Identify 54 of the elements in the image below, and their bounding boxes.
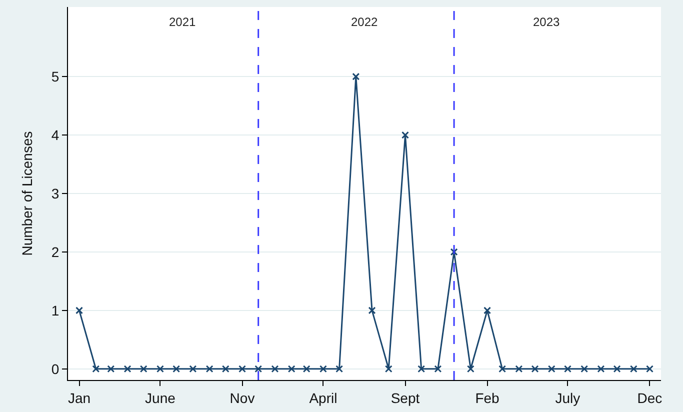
point — [384, 365, 392, 373]
x-tick-label: Sept — [390, 390, 420, 406]
point — [92, 365, 100, 373]
y-axis-title: Number of Licenses — [19, 131, 36, 256]
point — [107, 365, 115, 373]
point — [564, 365, 572, 373]
point — [434, 365, 442, 373]
x-tick-label: Nov — [230, 390, 255, 406]
point — [302, 365, 310, 373]
point — [189, 365, 197, 373]
point — [368, 306, 376, 314]
annotation: 2023 — [533, 15, 560, 29]
point — [238, 365, 246, 373]
point — [140, 365, 148, 373]
y-tick-label: 1 — [51, 302, 60, 318]
y-tick-label: 0 — [51, 360, 60, 377]
point — [630, 365, 638, 373]
point — [466, 365, 474, 373]
x-tick-label: Feb — [475, 390, 500, 406]
y-tick-label: 4 — [51, 126, 60, 143]
point — [597, 365, 605, 373]
point — [580, 365, 588, 373]
annotation: 2021 — [169, 15, 196, 29]
x-tick-label: April — [309, 390, 338, 406]
point — [222, 365, 230, 373]
y-tick-label: 2 — [51, 244, 60, 260]
point — [124, 365, 132, 373]
point — [156, 365, 164, 373]
point — [76, 306, 84, 314]
point — [172, 365, 180, 373]
point — [271, 365, 279, 373]
point — [484, 306, 492, 314]
x-tick-label: June — [145, 390, 176, 406]
x-tick-label: July — [555, 390, 580, 406]
point — [450, 248, 458, 256]
x-tick-label: Dec — [637, 390, 662, 406]
y-tick-label: 5 — [51, 68, 60, 84]
point — [352, 72, 360, 80]
point — [531, 365, 539, 373]
annotation: 2022 — [351, 15, 378, 29]
point — [498, 365, 506, 373]
x-tick-label: Jan — [68, 390, 91, 406]
point — [515, 365, 523, 373]
point — [418, 365, 426, 373]
point — [254, 365, 262, 373]
y-tick-label: 3 — [51, 185, 60, 202]
point — [402, 131, 409, 139]
point — [646, 365, 654, 373]
point — [206, 365, 214, 373]
point — [613, 365, 621, 373]
point — [319, 365, 327, 373]
point — [288, 365, 296, 373]
point — [548, 365, 556, 373]
point — [336, 365, 344, 373]
